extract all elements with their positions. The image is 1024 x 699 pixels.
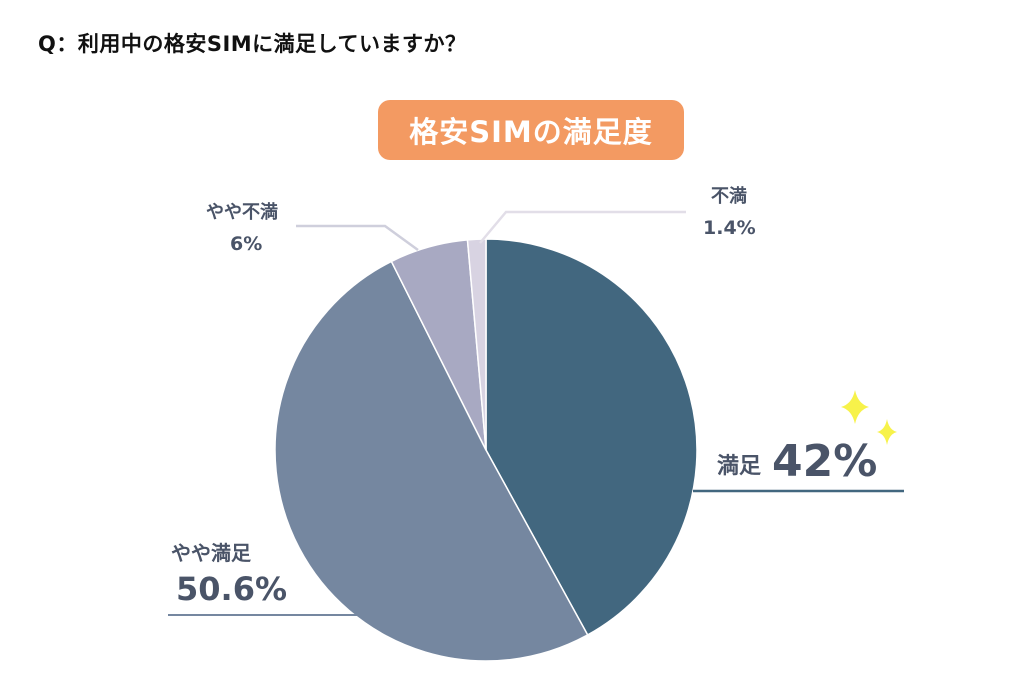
slice-satisfied bbox=[485, 238, 698, 636]
slice-somewhat-satisfied bbox=[274, 260, 589, 662]
label-somewhat-satisfied-value: 50.6% bbox=[176, 570, 287, 608]
question-heading: Q：利用中の格安SIMに満足していますか？ bbox=[38, 32, 467, 56]
label-somewhat-dissatisfied-value: 6% bbox=[230, 233, 262, 255]
label-dissatisfied-name: 不満 bbox=[711, 185, 747, 207]
chart-title-badge: 格安SIMの満足度 bbox=[378, 100, 684, 160]
leader-line-dissatisfied bbox=[479, 210, 686, 244]
label-dissatisfied-value: 1.4% bbox=[703, 217, 756, 239]
leader-line-somewhat-dissatisfied bbox=[296, 224, 419, 252]
sparkle-icon bbox=[841, 390, 869, 424]
pie-slices bbox=[274, 238, 698, 662]
label-satisfied-name: 満足 bbox=[717, 453, 761, 479]
label-satisfied-value: 42% bbox=[772, 436, 877, 487]
sparkle-icon bbox=[877, 419, 897, 445]
label-somewhat-dissatisfied-name: やや不満 bbox=[206, 201, 278, 223]
label-somewhat-satisfied-name: やや満足 bbox=[171, 541, 252, 565]
slice-dissatisfied bbox=[466, 238, 487, 451]
